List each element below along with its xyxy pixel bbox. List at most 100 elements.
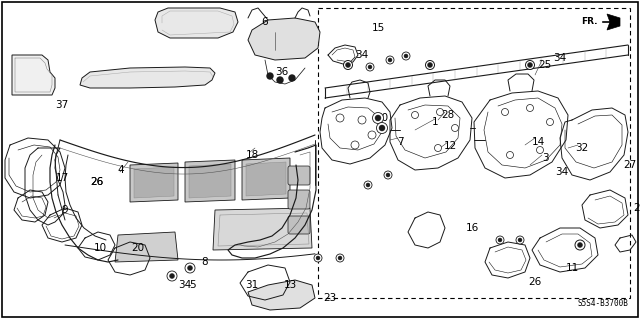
Circle shape <box>502 108 509 115</box>
Circle shape <box>368 65 372 69</box>
Text: 21: 21 <box>634 203 640 213</box>
Circle shape <box>547 118 554 125</box>
Circle shape <box>316 256 320 260</box>
Text: 4: 4 <box>118 165 124 175</box>
Text: 28: 28 <box>442 110 454 120</box>
FancyBboxPatch shape <box>288 166 310 185</box>
Circle shape <box>358 116 366 124</box>
Text: 26: 26 <box>529 277 541 287</box>
Text: 17: 17 <box>56 173 68 183</box>
Polygon shape <box>242 158 290 200</box>
Polygon shape <box>248 280 315 310</box>
Text: 26: 26 <box>90 177 104 187</box>
Text: 34: 34 <box>556 167 568 177</box>
Text: 8: 8 <box>202 257 208 267</box>
Text: 13: 13 <box>284 280 296 290</box>
Circle shape <box>577 242 582 248</box>
Circle shape <box>435 145 442 152</box>
Circle shape <box>336 254 344 262</box>
Text: 37: 37 <box>56 100 68 110</box>
Text: 11: 11 <box>565 263 579 273</box>
Text: FR.: FR. <box>582 18 598 26</box>
Text: 34: 34 <box>554 53 566 63</box>
Text: 1: 1 <box>432 117 438 127</box>
Circle shape <box>426 61 435 70</box>
Circle shape <box>575 240 585 250</box>
Text: 18: 18 <box>245 150 259 160</box>
Text: S5S4-B3700B: S5S4-B3700B <box>577 299 628 308</box>
Circle shape <box>412 112 419 118</box>
Circle shape <box>167 271 177 281</box>
Text: 20: 20 <box>131 243 145 253</box>
Polygon shape <box>115 232 178 262</box>
Circle shape <box>289 75 295 81</box>
Text: 5: 5 <box>189 280 195 290</box>
Polygon shape <box>185 160 235 202</box>
Text: 7: 7 <box>397 137 403 147</box>
Circle shape <box>527 63 532 68</box>
Circle shape <box>314 254 322 262</box>
Bar <box>318 8 630 298</box>
Polygon shape <box>134 167 174 198</box>
Circle shape <box>496 236 504 244</box>
Circle shape <box>516 236 524 244</box>
Polygon shape <box>213 208 312 250</box>
Circle shape <box>436 108 444 115</box>
Circle shape <box>428 63 433 68</box>
Text: 15: 15 <box>371 23 385 33</box>
Text: 12: 12 <box>444 141 456 151</box>
Polygon shape <box>248 18 320 60</box>
FancyBboxPatch shape <box>288 216 310 234</box>
Polygon shape <box>155 8 238 38</box>
Circle shape <box>376 122 387 133</box>
Circle shape <box>344 61 353 70</box>
Circle shape <box>498 238 502 242</box>
Polygon shape <box>12 55 55 95</box>
Circle shape <box>351 141 359 149</box>
Circle shape <box>366 63 374 71</box>
Text: 34: 34 <box>355 50 369 60</box>
Text: 6: 6 <box>262 17 268 27</box>
Polygon shape <box>189 164 231 198</box>
Text: 3: 3 <box>541 153 548 163</box>
Circle shape <box>188 265 193 271</box>
Text: 32: 32 <box>575 143 589 153</box>
Circle shape <box>375 115 381 121</box>
Circle shape <box>185 263 195 273</box>
Text: 10: 10 <box>93 243 107 253</box>
Circle shape <box>384 171 392 179</box>
Polygon shape <box>80 67 215 88</box>
Circle shape <box>368 131 376 139</box>
Text: 16: 16 <box>465 223 479 233</box>
Circle shape <box>506 152 513 159</box>
Circle shape <box>388 58 392 62</box>
Circle shape <box>402 52 410 60</box>
Circle shape <box>277 77 283 83</box>
Circle shape <box>527 105 534 112</box>
Circle shape <box>366 183 370 187</box>
Circle shape <box>346 63 351 68</box>
Circle shape <box>267 73 273 79</box>
Circle shape <box>364 181 372 189</box>
Polygon shape <box>246 162 286 196</box>
Circle shape <box>170 273 175 278</box>
Text: 31: 31 <box>245 280 259 290</box>
Text: 26: 26 <box>90 177 104 187</box>
Circle shape <box>525 61 534 70</box>
Text: 36: 36 <box>275 67 289 77</box>
Text: 25: 25 <box>538 60 552 70</box>
Text: 27: 27 <box>623 160 637 170</box>
Text: 14: 14 <box>531 137 545 147</box>
Text: 34: 34 <box>179 280 191 290</box>
Circle shape <box>386 56 394 64</box>
Polygon shape <box>130 163 178 202</box>
Text: 23: 23 <box>323 293 337 303</box>
Circle shape <box>518 238 522 242</box>
Circle shape <box>404 54 408 58</box>
Circle shape <box>338 256 342 260</box>
Circle shape <box>451 124 458 131</box>
Circle shape <box>386 173 390 177</box>
Circle shape <box>372 113 383 123</box>
Circle shape <box>379 125 385 131</box>
Polygon shape <box>607 14 620 30</box>
